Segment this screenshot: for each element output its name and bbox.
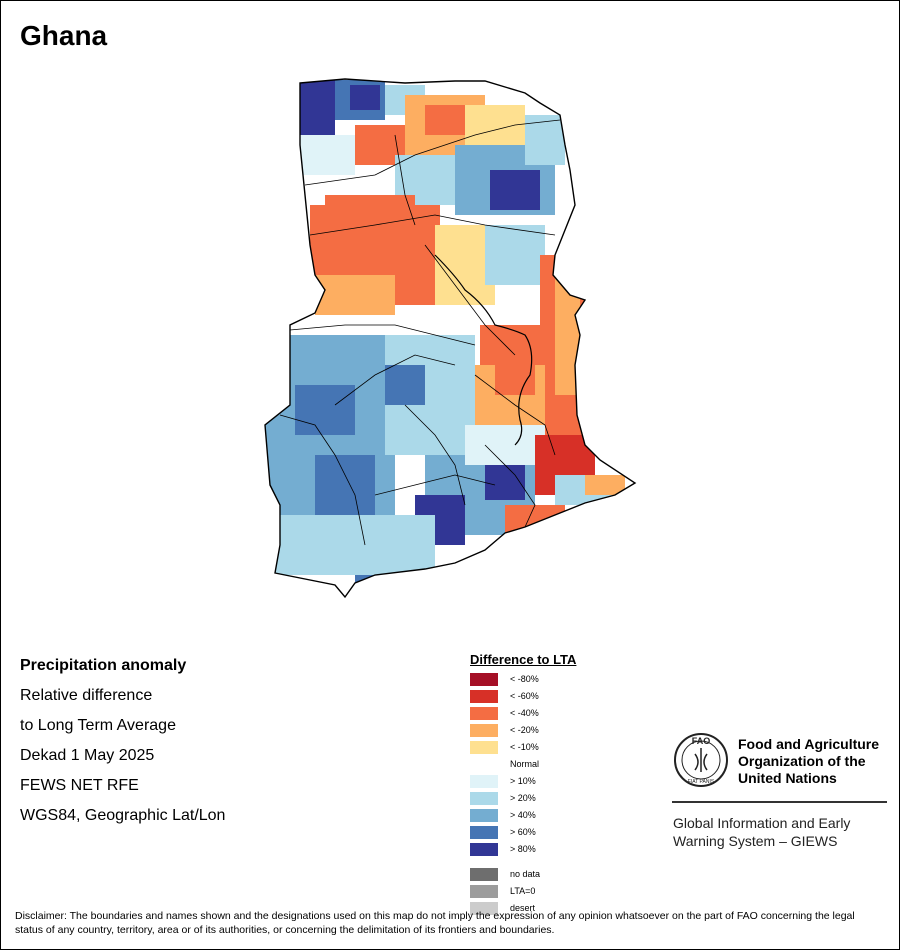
legend-swatch (470, 707, 498, 720)
legend-item: < -40% (470, 705, 640, 722)
fao-divider (672, 801, 887, 803)
legend-item: > 80% (470, 841, 640, 858)
legend-item: < -60% (470, 688, 640, 705)
legend: Difference to LTA < -80% < -60% < -40% < -2… (470, 652, 640, 917)
legend-label: > 20% (510, 793, 536, 803)
map-info: Precipitation anomaly Relative differenc… (20, 655, 380, 835)
legend-item: > 10% (470, 773, 640, 790)
legend-label: no data (510, 869, 541, 879)
fao-name-line-1: Food and Agriculture (738, 736, 880, 752)
legend-swatch (470, 809, 498, 822)
legend-swatch (470, 792, 498, 805)
legend-swatch (470, 885, 498, 898)
info-line-1: Relative difference (20, 687, 153, 704)
legend-swatch (470, 690, 498, 703)
legend-label: < -40% (510, 708, 539, 718)
info-line-3: Dekad 1 May 2025 (20, 747, 155, 764)
giews-line-1: Global Information and Early (673, 815, 851, 831)
svg-text:FIAT PANIS: FIAT PANIS (688, 779, 715, 785)
legend-label: > 60% (510, 827, 536, 837)
legend-swatch (470, 758, 498, 771)
fao-name: Food and Agriculture Organization of the… (738, 736, 898, 787)
legend-special-item: LTA=0 (470, 883, 640, 900)
fao-logo-icon: FAO FIAT PANIS (674, 733, 728, 787)
info-line-4: FEWS NET RFE (20, 777, 139, 794)
legend-item: > 40% (470, 807, 640, 824)
legend-swatch (470, 724, 498, 737)
giews-line-2: Warning System – GIEWS (673, 833, 838, 849)
info-line-5: WGS84, Geographic Lat/Lon (20, 807, 226, 824)
legend-item: > 60% (470, 824, 640, 841)
legend-special-item: desert (470, 900, 640, 917)
legend-swatch (470, 775, 498, 788)
legend-swatch (470, 843, 498, 856)
giews-name: Global Information and Early Warning Sys… (673, 814, 888, 850)
legend-label: > 80% (510, 844, 536, 854)
info-heading: Precipitation anomaly (20, 657, 187, 674)
legend-label: Normal (510, 759, 540, 769)
info-line-2: to Long Term Average (20, 717, 176, 734)
svg-text:FAO: FAO (692, 736, 711, 746)
legend-swatch (470, 902, 498, 915)
lake-volta-outline (434, 254, 533, 446)
legend-label: > 10% (510, 776, 536, 786)
legend-item: > 20% (470, 790, 640, 807)
admin-boundaries (279, 119, 561, 546)
legend-item: Normal (470, 756, 640, 773)
legend-label: desert (510, 903, 536, 913)
legend-label: LTA=0 (510, 886, 536, 896)
legend-title: Difference to LTA (470, 652, 577, 667)
legend-label: > 40% (510, 810, 536, 820)
legend-item: < -10% (470, 739, 640, 756)
fao-name-line-2: Organization of the (738, 753, 866, 769)
legend-special-item: no data (470, 866, 640, 883)
anomaly-raster (265, 79, 635, 597)
country-border (264, 78, 637, 599)
legend-label: < -60% (510, 691, 539, 701)
legend-item: < -80% (470, 671, 640, 688)
legend-swatch (470, 673, 498, 686)
legend-swatch (470, 826, 498, 839)
fao-name-line-3: United Nations (738, 770, 837, 786)
legend-label: < -10% (510, 742, 539, 752)
legend-swatch (470, 868, 498, 881)
legend-label: < -20% (510, 725, 539, 735)
anomaly-map (255, 75, 645, 605)
legend-item: < -20% (470, 722, 640, 739)
legend-label: < -80% (510, 674, 539, 684)
map-title: Ghana (20, 20, 108, 51)
disclaimer: Disclaimer: The boundaries and names sho… (15, 910, 855, 936)
legend-swatch (470, 741, 498, 754)
